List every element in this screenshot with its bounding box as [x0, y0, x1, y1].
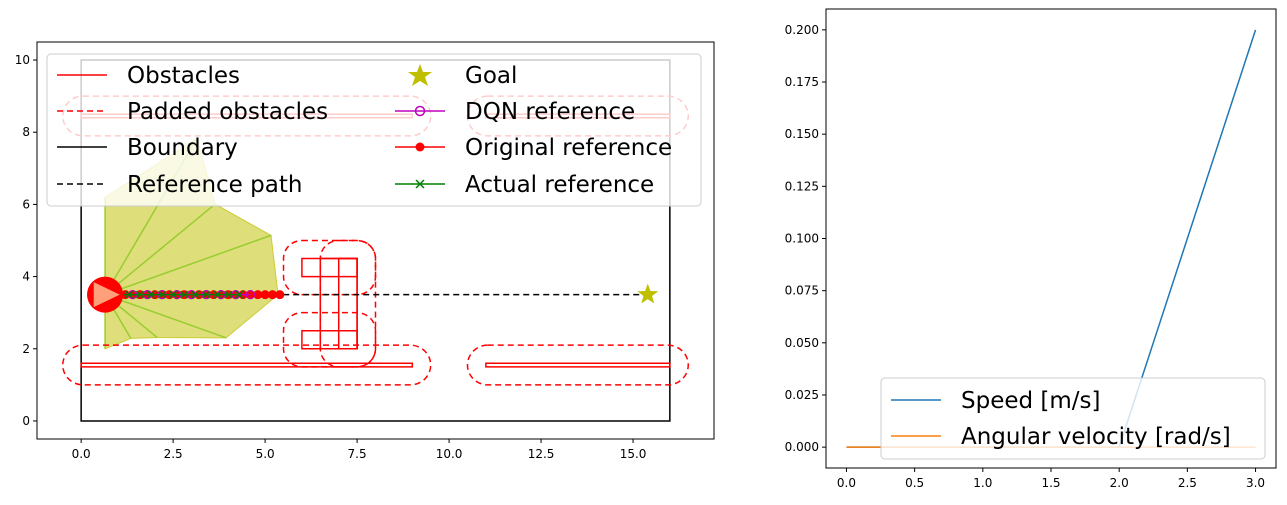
legend-swatch-actual-marker	[415, 179, 425, 189]
x-tick-label: 0.0	[837, 476, 856, 490]
padded-obstacle	[62, 344, 432, 386]
actual-reference-point	[191, 290, 200, 299]
legend-entry-boundary: Boundary	[57, 135, 238, 161]
original-reference-point	[260, 290, 270, 300]
speed-legend-box	[880, 377, 1266, 460]
map-y-axis: 0 2 4 6 8 10	[15, 53, 37, 428]
obstacle	[485, 362, 671, 368]
x-tick-label: 7.5	[348, 447, 367, 461]
legend-label-dqn-reference: DQN reference	[465, 99, 635, 125]
y-tick-label: 10	[15, 53, 30, 67]
legend-swatch-dqn-marker	[414, 105, 426, 117]
x-tick-label: 15.0	[620, 447, 647, 461]
y-tick-label: 0	[22, 414, 30, 428]
y-tick-label: 0.000	[785, 440, 819, 454]
original-reference-point	[267, 290, 277, 300]
goal-marker	[637, 283, 659, 304]
actual-reference-point	[202, 290, 211, 299]
x-tick-label: 2.5	[1178, 476, 1197, 490]
actual-reference-point	[224, 290, 233, 299]
legend-label-goal: Goal	[465, 63, 517, 89]
x-tick-label: 12.5	[528, 447, 555, 461]
map-legend-box	[46, 53, 702, 207]
legend-entry-dqn-reference: DQN reference	[395, 99, 635, 125]
actual-reference-point	[136, 290, 144, 299]
legend-entry-reference-path: Reference path	[57, 172, 302, 198]
speed-x-axis: 0.0 0.5 1.0 1.5 2.0 2.5 3.0	[837, 468, 1265, 490]
legend-entry-angular-velocity: Angular velocity [rad/s]	[891, 424, 1231, 450]
speed-y-axis: 0.000 0.025 0.050 0.075 0.100 0.125 0.150 0.175…	[785, 23, 826, 454]
y-tick-label: 2	[22, 342, 30, 356]
legend-entry-obstacles: Obstacles	[57, 63, 240, 89]
speed-legend: Speed [m/s] Angular velocity [rad/s]	[880, 377, 1266, 460]
y-tick-label: 0.050	[785, 336, 819, 350]
y-tick-label: 6	[22, 197, 30, 211]
y-tick-label: 0.100	[785, 232, 819, 246]
sensor-ray	[104, 234, 272, 296]
sensor-ray	[104, 293, 227, 339]
legend-entry-speed: Speed [m/s]	[891, 388, 1101, 414]
legend-entry-padded-obstacles: Padded obstacles	[57, 99, 328, 125]
y-tick-label: 0.200	[785, 23, 819, 37]
x-tick-label: 2.5	[164, 447, 183, 461]
legend-label-actual-reference: Actual reference	[465, 172, 654, 198]
y-tick-label: 0.125	[785, 179, 819, 193]
x-tick-label: 5.0	[256, 447, 275, 461]
actual-reference-point	[213, 290, 222, 299]
legend-entry-original-reference: Original reference	[395, 135, 672, 161]
actual-reference-point	[180, 290, 189, 299]
padded-obstacle	[466, 344, 689, 386]
original-reference-point	[275, 290, 285, 300]
legend-swatch-original-marker	[415, 142, 425, 152]
obstacle	[337, 257, 358, 350]
legend-swatch-goal	[408, 64, 432, 86]
legend-label-speed: Speed [m/s]	[961, 388, 1101, 414]
map-plot-frame	[36, 41, 715, 440]
padded-obstacle	[282, 311, 377, 368]
actual-reference-point	[169, 290, 178, 299]
x-tick-label: 3.0	[1246, 476, 1265, 490]
robot-heading	[93, 282, 120, 308]
legend-label-angular-velocity: Angular velocity [rad/s]	[961, 424, 1231, 450]
y-tick-label: 8	[22, 125, 30, 139]
legend-label-padded-obstacles: Padded obstacles	[127, 99, 328, 125]
legend-entry-goal: Goal	[408, 63, 517, 89]
original-reference-point	[253, 290, 263, 300]
actual-reference-point	[235, 290, 244, 299]
map-plot: 0.0 2.5 5.0 7.5 10.0 12.5 15.0 0 2 4 6 8 10 Obstacl…	[15, 41, 715, 461]
sensor-ray	[104, 203, 216, 296]
x-tick-label: 0.5	[905, 476, 924, 490]
x-tick-label: 1.0	[973, 476, 992, 490]
x-tick-label: 2.0	[1110, 476, 1129, 490]
legend-label-obstacles: Obstacles	[127, 63, 240, 89]
y-tick-label: 0.150	[785, 127, 819, 141]
y-tick-label: 0.075	[785, 284, 819, 298]
actual-reference-point	[158, 290, 167, 299]
speed-plot: 0.0 0.5 1.0 1.5 2.0 2.5 3.0 0.0000.0250.0500.0…	[785, 8, 1277, 490]
map-x-axis: 0.0 2.5 5.0 7.5 10.0 12.5 15.0	[72, 439, 647, 461]
y-tick-label: 4	[22, 270, 30, 284]
actual-reference-point	[125, 290, 133, 299]
dqn-reference-point	[245, 290, 256, 300]
x-tick-label: 1.5	[1041, 476, 1060, 490]
obstacle	[80, 362, 414, 368]
y-tick-label: 0.025	[785, 388, 819, 402]
legend-entry-actual-reference: Actual reference	[395, 172, 654, 198]
x-tick-label: 0.0	[72, 447, 91, 461]
x-tick-label: 10.0	[436, 447, 463, 461]
map-legend: Obstacles Padded obstacles Boundary Refe…	[46, 53, 702, 207]
y-tick-label: 0.175	[785, 75, 819, 89]
legend-label-original-reference: Original reference	[465, 135, 672, 161]
legend-label-reference-path: Reference path	[127, 172, 302, 198]
legend-label-boundary: Boundary	[127, 135, 238, 161]
actual-reference-point	[147, 290, 156, 299]
